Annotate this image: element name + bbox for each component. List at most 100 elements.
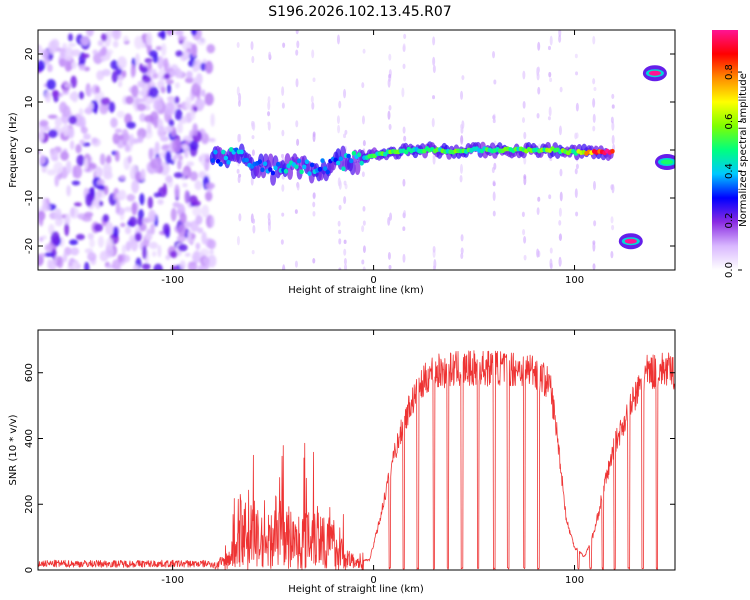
noise-speckle (111, 70, 118, 83)
spectrogram-x-tick-label: -100 (161, 275, 184, 286)
noise-speckle (184, 77, 195, 84)
streak-speckle (574, 188, 578, 199)
noise-speckle (174, 96, 180, 104)
noise-speckle (192, 200, 201, 207)
streak-speckle (523, 131, 527, 140)
noise-speckle (100, 97, 111, 106)
streak-speckle (311, 49, 315, 59)
noise-speckle (50, 231, 60, 246)
streak-speckle (402, 178, 406, 187)
noise-speckle (53, 161, 64, 175)
streak-speckle (611, 93, 615, 99)
noise-speckle (38, 44, 43, 54)
streak-speckle (337, 124, 341, 134)
streak-speckle (574, 168, 578, 175)
track-core (221, 149, 226, 155)
noise-speckle (50, 38, 60, 50)
streak-speckle (312, 201, 316, 208)
streak-speckle (558, 220, 562, 226)
streak-speckle (362, 266, 366, 270)
noise-speckle (70, 207, 75, 217)
streak-speckle (389, 212, 393, 221)
streak-speckle (592, 78, 596, 85)
noise-speckle (38, 213, 44, 227)
noise-speckle (136, 103, 146, 112)
noise-speckle (137, 135, 144, 143)
noise-speckle (66, 265, 77, 270)
noise-speckle (131, 179, 140, 194)
noise-speckle (115, 192, 123, 199)
streak-speckle (611, 104, 615, 109)
noise-speckle (105, 245, 114, 258)
streak-speckle (343, 248, 347, 256)
streak-speckle (460, 252, 464, 259)
noise-speckle (191, 30, 198, 36)
streak-speckle (251, 149, 255, 156)
noise-speckle (130, 64, 136, 78)
streak-speckle (592, 263, 596, 270)
streak-speckle (402, 212, 406, 219)
streak-speckle (523, 174, 527, 180)
streak-speckle (575, 211, 579, 217)
colorbar-tick-label: 0.4 (724, 163, 735, 179)
streak-speckle (460, 90, 464, 100)
noise-speckle (141, 75, 152, 84)
streak-speckle (402, 126, 406, 134)
colorbar-ticks: 0.0 0.2 0.4 0.6 0.8 (724, 64, 742, 278)
noise-speckle (65, 160, 72, 175)
streak-speckle (432, 155, 436, 165)
streak-speckle (592, 180, 596, 191)
noise-speckle (200, 89, 206, 97)
noise-speckle (43, 125, 51, 132)
noise-speckle (141, 263, 151, 270)
noise-speckle (39, 236, 44, 242)
streak-speckle (547, 116, 551, 121)
noise-speckle (179, 212, 187, 224)
noise-speckle (182, 144, 190, 152)
streak-speckle (388, 265, 392, 270)
noise-speckle (125, 241, 131, 252)
noise-speckle (144, 233, 153, 241)
noise-speckle (71, 61, 78, 70)
streak-speckle (403, 135, 407, 142)
streak-speckle (250, 177, 254, 186)
noise-speckle (47, 114, 58, 119)
noise-speckle (62, 252, 68, 263)
noise-speckle (198, 100, 206, 108)
snr-y-tick-label: 400 (24, 429, 35, 448)
noise-speckle (125, 95, 134, 105)
streak-speckle (387, 78, 391, 88)
noise-speckle (93, 223, 104, 232)
noise-speckle (187, 261, 198, 270)
noise-speckle (176, 234, 186, 243)
noise-speckle (126, 121, 136, 129)
noise-speckle (129, 133, 135, 147)
track-core (210, 158, 216, 163)
noise-speckle (204, 60, 214, 74)
streak-speckle (281, 102, 285, 109)
streak-speckle (492, 182, 496, 187)
streak-speckle (461, 75, 465, 81)
snr-x-tick-label: -100 (161, 575, 184, 586)
noise-speckle (43, 57, 50, 66)
streak-speckle (362, 245, 366, 254)
streak-speckle (559, 86, 563, 93)
streak-speckle (402, 253, 406, 263)
noise-speckle (155, 45, 163, 51)
streak-speckle (238, 92, 242, 103)
noise-speckle (174, 82, 180, 89)
noise-speckle (87, 87, 92, 97)
noise-speckle (163, 57, 169, 69)
snr-x-tick-label: 100 (565, 575, 584, 586)
noise-speckle (137, 80, 146, 88)
spectrogram-y-tick-label: 20 (24, 48, 35, 61)
noise-speckle (194, 180, 203, 191)
track-core (239, 149, 244, 155)
noise-speckle (67, 127, 75, 139)
streak-speckle (251, 250, 255, 255)
noise-speckle (79, 139, 85, 145)
streak-speckle (343, 180, 347, 186)
noise-speckle (184, 150, 189, 159)
streak-speckle (312, 192, 316, 200)
noise-speckle (174, 108, 183, 121)
